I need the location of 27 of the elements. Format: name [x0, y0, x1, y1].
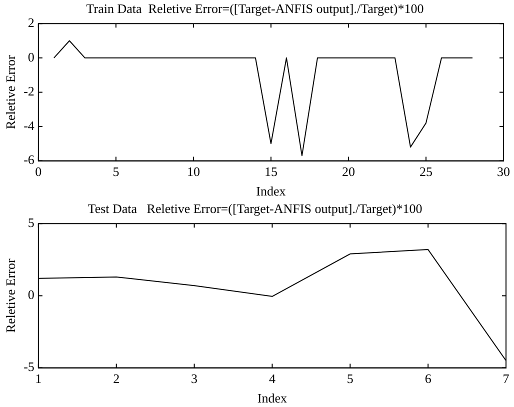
- y-axis-title: Reletive Error: [3, 54, 18, 130]
- x-tick-label: 30: [497, 164, 510, 180]
- y-tick-label: 0: [28, 287, 34, 302]
- y-tick-label: 0: [28, 49, 34, 64]
- x-tick-label: 5: [112, 164, 120, 180]
- y-tick-label: 5: [28, 215, 34, 230]
- x-tick-label: 4: [268, 371, 276, 386]
- x-tick-label: 20: [342, 164, 355, 180]
- x-tick-label: 15: [264, 164, 278, 180]
- x-tick-label: 3: [191, 371, 198, 386]
- x-tick-label: 6: [424, 371, 432, 386]
- y-tick-label: -6: [24, 152, 35, 168]
- x-axis-title: Index: [256, 184, 286, 199]
- chart-title: Train Data Reletive Error=([Target-ANFIS output]./Target)*100: [86, 1, 424, 16]
- y-tick-label: -5: [24, 359, 34, 374]
- x-axis-title: Index: [257, 390, 288, 406]
- chart-title: Test Data Reletive Error=([Target-ANFIS output]./Target)*100: [88, 201, 422, 216]
- y-tick-label: 2: [28, 15, 34, 30]
- x-tick-label: 1: [35, 371, 42, 386]
- x-tick-label: 10: [186, 164, 200, 180]
- x-tick-label: 2: [113, 371, 120, 386]
- y-axis-title: Reletive Error: [3, 258, 18, 333]
- x-tick-label: 7: [502, 371, 510, 386]
- y-tick-label: -4: [24, 118, 35, 133]
- x-tick-label: 5: [346, 371, 354, 386]
- x-tick-label: 25: [419, 164, 432, 180]
- y-tick-label: -2: [24, 84, 34, 99]
